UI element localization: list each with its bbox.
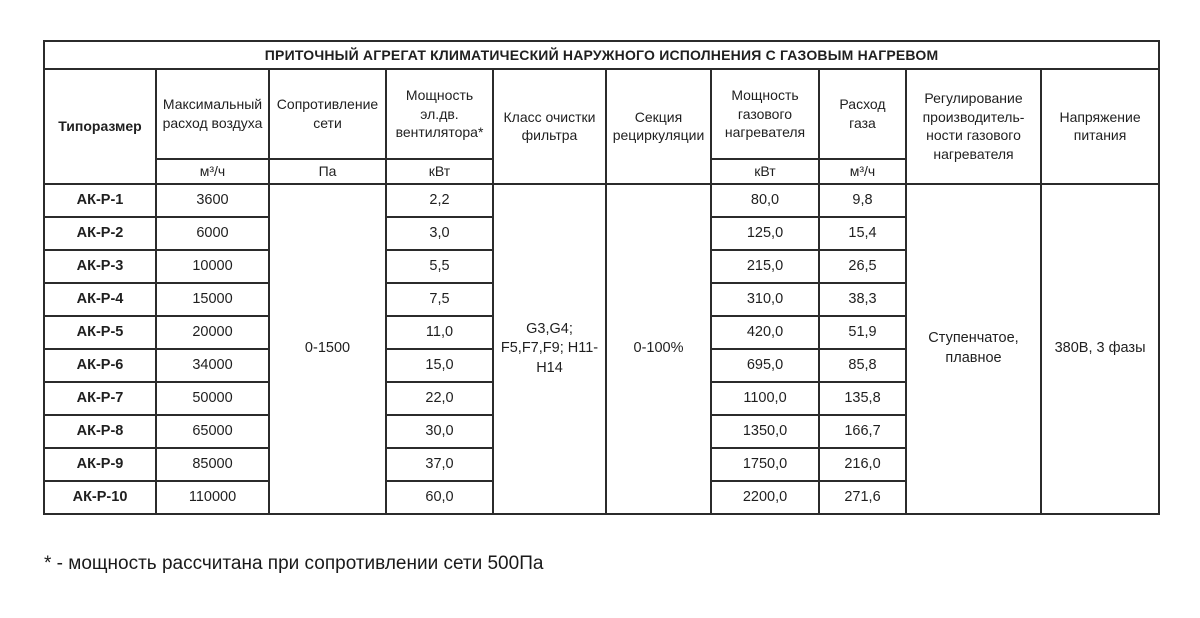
cell-fan-power: 15,0: [385, 347, 494, 383]
col-header-airflow: Максимальный расход воздуха: [155, 68, 270, 160]
table-units-row: м³/ч Па кВт кВт м³/ч: [44, 158, 1159, 185]
cell-airflow: 3600: [155, 182, 270, 218]
cell-model: АК-Р-4: [43, 281, 157, 317]
col-header-gas-flow: Расход газа: [818, 68, 907, 160]
col-header-filter-class: Класс очистки фильтра: [492, 68, 607, 185]
cell-model: АК-Р-10: [43, 479, 157, 515]
cell-filter-class-merged: G3,G4; F5,F7,F9; H11-H14: [492, 182, 607, 515]
cell-model: АК-Р-9: [43, 446, 157, 482]
cell-airflow: 6000: [155, 215, 270, 251]
col-header-regulation: Регулирование производитель-ности газово…: [905, 68, 1042, 185]
footnote: * - мощность рассчитана при сопротивлени…: [44, 553, 544, 574]
cell-heater-power: 2200,0: [710, 479, 820, 515]
cell-fan-power: 2,2: [385, 182, 494, 218]
cell-model: АК-Р-1: [43, 182, 157, 218]
table-row: АК-Р-4 15000 7,5 310,0 38,3: [43, 281, 1159, 317]
cell-gas-flow: 51,9: [818, 314, 907, 350]
cell-airflow: 110000: [155, 479, 270, 515]
cell-gas-flow: 26,5: [818, 248, 907, 284]
unit-airflow: м³/ч: [155, 158, 270, 185]
cell-heater-power: 420,0: [710, 314, 820, 350]
table-title-row: ПРИТОЧНЫЙ АГРЕГАТ КЛИМАТИЧЕСКИЙ НАРУЖНОГ…: [42, 40, 1161, 70]
cell-model: АК-Р-3: [43, 248, 157, 284]
spec-table: ПРИТОЧНЫЙ АГРЕГАТ КЛИМАТИЧЕСКИЙ НАРУЖНОГ…: [42, 40, 1161, 515]
unit-fan-power: кВт: [385, 158, 494, 185]
col-header-model: Типоразмер: [43, 68, 157, 185]
cell-fan-power: 22,0: [385, 380, 494, 416]
cell-fan-power: 60,0: [385, 479, 494, 515]
cell-model: АК-Р-5: [43, 314, 157, 350]
cell-fan-power: 11,0: [385, 314, 494, 350]
cell-model: АК-Р-2: [43, 215, 157, 251]
col-header-fan-power: Мощность эл.дв. вентилятора*: [385, 68, 494, 160]
cell-fan-power: 7,5: [385, 281, 494, 317]
cell-fan-power: 37,0: [385, 446, 494, 482]
table-row: АК-Р-5 20000 11,0 420,0 51,9: [43, 314, 1159, 350]
cell-heater-power: 215,0: [710, 248, 820, 284]
cell-heater-power: 1350,0: [710, 413, 820, 449]
unit-heater-power: кВт: [710, 158, 820, 185]
cell-airflow: 15000: [155, 281, 270, 317]
cell-gas-flow: 135,8: [818, 380, 907, 416]
cell-heater-power: 1100,0: [710, 380, 820, 416]
cell-gas-flow: 216,0: [818, 446, 907, 482]
col-header-resistance: Сопротивление сети: [268, 68, 387, 160]
cell-heater-power: 695,0: [710, 347, 820, 383]
cell-gas-flow: 166,7: [818, 413, 907, 449]
cell-heater-power: 1750,0: [710, 446, 820, 482]
cell-fan-power: 5,5: [385, 248, 494, 284]
cell-airflow: 50000: [155, 380, 270, 416]
cell-fan-power: 30,0: [385, 413, 494, 449]
table-row: АК-Р-9 85000 37,0 1750,0 216,0: [43, 446, 1159, 482]
table-row: АК-Р-2 6000 3,0 125,0 15,4: [43, 215, 1159, 251]
cell-gas-flow: 15,4: [818, 215, 907, 251]
cell-gas-flow: 271,6: [818, 479, 907, 515]
table-title: ПРИТОЧНЫЙ АГРЕГАТ КЛИМАТИЧЕСКИЙ НАРУЖНОГ…: [42, 40, 1161, 70]
cell-regulation-merged: Ступенчатое, плавное: [905, 182, 1042, 515]
cell-gas-flow: 38,3: [818, 281, 907, 317]
cell-airflow: 65000: [155, 413, 270, 449]
col-header-heater-power: Мощность газового нагревателя: [710, 68, 820, 160]
cell-airflow: 85000: [155, 446, 270, 482]
col-header-recirculation: Секция рециркуляции: [605, 68, 712, 185]
cell-heater-power: 310,0: [710, 281, 820, 317]
cell-airflow: 20000: [155, 314, 270, 350]
table-row: АК-Р-1 3600 0-1500 2,2 G3,G4; F5,F7,F9; …: [43, 182, 1161, 515]
unit-gas-flow: м³/ч: [818, 158, 907, 185]
cell-airflow: 10000: [155, 248, 270, 284]
cell-model: АК-Р-6: [43, 347, 157, 383]
cell-voltage-merged: 380В, 3 фазы: [1039, 182, 1161, 515]
unit-resistance: Па: [268, 158, 387, 185]
table-row: АК-Р-8 65000 30,0 1350,0 166,7: [43, 413, 1159, 449]
col-header-voltage: Напряжение питания: [1039, 68, 1161, 185]
cell-recirculation-merged: 0-100%: [605, 182, 712, 515]
cell-model: АК-Р-8: [43, 413, 157, 449]
cell-fan-power: 3,0: [385, 215, 494, 251]
table-row: АК-Р-10 110000 60,0 2200,0 271,6: [43, 479, 1159, 515]
cell-heater-power: 125,0: [710, 215, 820, 251]
table-row: АК-Р-7 50000 22,0 1100,0 135,8: [43, 380, 1159, 416]
cell-gas-flow: 85,8: [818, 347, 907, 383]
table-header-row: Типоразмер Максимальный расход воздуха С…: [43, 68, 1161, 185]
cell-airflow: 34000: [155, 347, 270, 383]
cell-heater-power: 80,0: [710, 182, 820, 218]
cell-model: АК-Р-7: [43, 380, 157, 416]
cell-gas-flow: 9,8: [818, 182, 907, 218]
table-row: АК-Р-3 10000 5,5 215,0 26,5: [43, 248, 1159, 284]
table-row: АК-Р-6 34000 15,0 695,0 85,8: [43, 347, 1159, 383]
cell-resistance-merged: 0-1500: [268, 182, 387, 515]
